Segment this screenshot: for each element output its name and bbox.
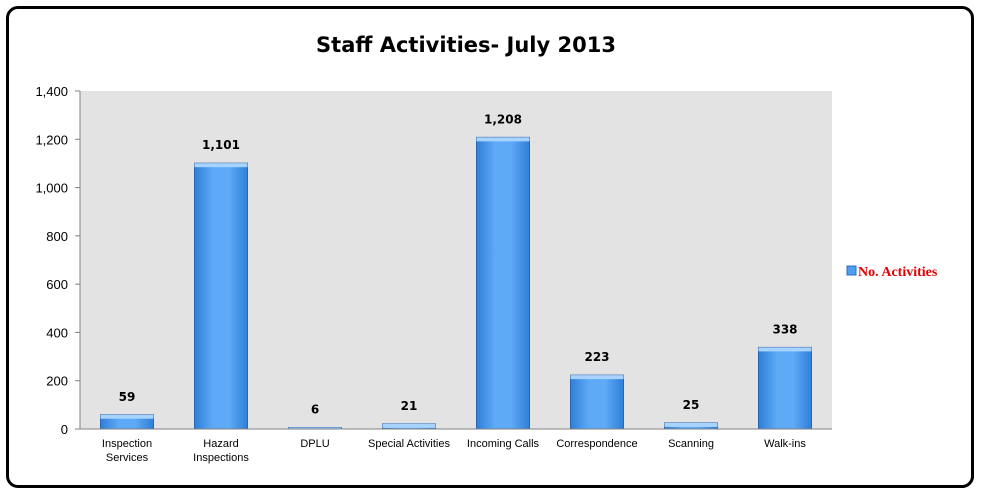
y-tick-label: 600 <box>46 277 68 292</box>
legend-swatch <box>846 265 857 276</box>
x-tick-label-line: Special Activities <box>368 438 450 450</box>
x-tick-label-line: Inspection <box>102 438 152 450</box>
x-tick-label: Inspection Services <box>102 438 152 464</box>
bar-group: 223 <box>570 350 624 430</box>
y-tick-label: 1,000 <box>35 181 68 196</box>
x-tick-label-line: Correspondence <box>556 438 637 450</box>
x-axis: Inspection Services Hazard Inspections DPLU S… <box>80 428 832 464</box>
y-tick-label: 400 <box>46 325 68 340</box>
y-tick-label: 0 <box>61 422 68 437</box>
data-label: 1,208 <box>484 112 522 126</box>
x-tick-label-line: Services <box>106 452 149 464</box>
bar-highlight <box>758 347 812 352</box>
y-tick-label: 800 <box>46 229 68 244</box>
x-tick-label: Incoming Calls <box>467 438 540 450</box>
plot-area <box>80 91 832 429</box>
y-axis: 0 200 400 600 800 1,000 1,200 1,400 <box>35 84 81 437</box>
x-tick-label: Hazard Inspections <box>193 438 249 464</box>
chart-title: Staff Activities- July 2013 <box>316 33 616 57</box>
data-label: 338 <box>772 322 797 336</box>
bar-highlight <box>570 375 624 380</box>
x-tick-label: Scanning <box>668 438 714 450</box>
x-tick-label-line: Incoming Calls <box>467 438 540 450</box>
data-label: 21 <box>401 399 418 413</box>
bar-highlight <box>194 163 248 168</box>
bar <box>758 346 812 430</box>
x-tick-label: Correspondence <box>556 438 637 450</box>
bar-highlight <box>476 137 530 142</box>
x-tick-label-line: Walk-ins <box>764 438 806 450</box>
bar-group: 338 <box>758 322 812 430</box>
data-label: 6 <box>311 403 319 417</box>
bar <box>570 374 624 430</box>
y-tick-label: 1,200 <box>35 132 68 147</box>
bar-highlight <box>288 427 342 429</box>
bar-highlight <box>382 423 436 428</box>
bar-group: 59 <box>100 390 154 430</box>
y-tick-label: 200 <box>46 374 68 389</box>
x-tick-label: DPLU <box>300 438 329 450</box>
bar-group: 1,101 <box>194 138 248 430</box>
data-label: 223 <box>584 350 609 364</box>
data-label: 25 <box>683 398 700 412</box>
x-tick-label: Walk-ins <box>764 438 806 450</box>
bar <box>194 162 248 430</box>
x-tick-label-line: Inspections <box>193 452 249 464</box>
x-tick-label-line: DPLU <box>300 438 329 450</box>
bar-group: 1,208 <box>476 112 530 430</box>
bar-group: 21 <box>382 399 436 430</box>
legend: No. Activities <box>846 265 938 280</box>
bar-highlight <box>664 422 718 427</box>
bar-highlight <box>100 414 154 419</box>
legend-label: No. Activities <box>858 265 938 280</box>
x-tick-label-line: Scanning <box>668 438 714 450</box>
data-label: 59 <box>119 390 136 404</box>
data-label: 1,101 <box>202 138 240 152</box>
x-tick-label-line: Hazard <box>203 438 238 450</box>
bar <box>476 136 530 430</box>
x-tick-label: Special Activities <box>368 438 450 450</box>
y-tick-label: 1,400 <box>35 84 68 99</box>
